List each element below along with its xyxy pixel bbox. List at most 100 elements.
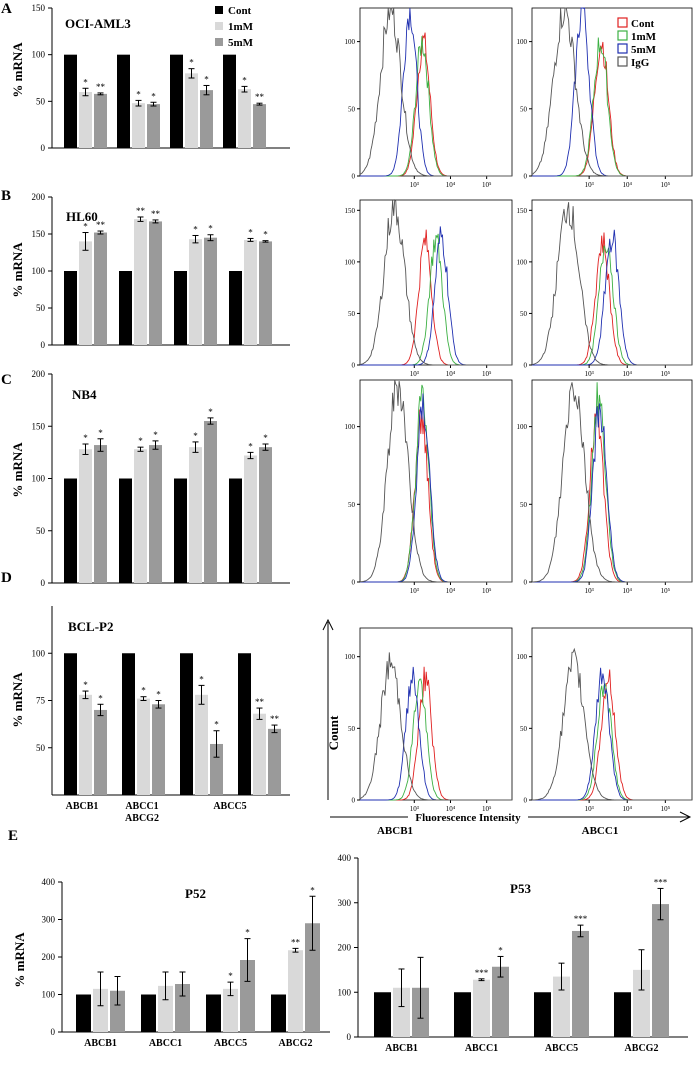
bar-cont-abcb1 [64,271,77,345]
category-label: ABCC1 [149,1038,182,1049]
significance-mark: * [98,693,103,703]
histogram-5mm [532,229,692,366]
y-tick-label: 0 [352,579,356,587]
plot-frame [531,7,693,177]
significance-mark: ** [255,697,265,707]
histogram-cont [360,666,512,801]
significance-mark: * [248,441,253,451]
flow-x-arrowhead [679,811,692,823]
y-tick-label: 0 [347,1032,352,1042]
legend-label-cont: Cont [228,5,252,17]
plot-frame [359,379,513,583]
histogram-igg [531,202,692,366]
bar-5mm-abcc5 [268,728,281,795]
bar-cont-abcc1 [122,653,135,795]
x-tick-label: 10⁵ [661,370,671,378]
significance-mark: * [153,430,158,440]
chart-c: 0 50 100 150 200 NB4 % mRNA * * * * * * * * [10,369,290,588]
x-tick-label: 10³ [410,181,419,189]
y-tick-label: 100 [32,266,46,276]
plot-frame [531,627,693,801]
x-tick-label: 10³ [585,805,594,813]
bar-1mm-abcc1 [473,979,490,1037]
significance-mark: * [263,230,268,240]
x-tick-label: 10⁵ [482,587,492,595]
panel-label-d: D [1,570,12,586]
y-tick-label: 100 [345,258,356,266]
y-tick-label: 0 [524,362,528,370]
y-axis-label: % mRNA [10,42,25,98]
histogram-1mm [360,678,512,801]
bar-1mm-abcg2 [195,694,208,795]
x-tick-label: 10⁴ [623,587,633,595]
bar-5mm-abcc5 [240,960,255,1032]
y-tick-label: 100 [345,653,356,661]
category-label: ABCG2 [625,1043,659,1054]
x-tick-label: 10⁵ [661,181,671,189]
bar-cont-abcc5 [223,54,236,148]
y-tick-label: 100 [338,987,352,997]
y-tick-label: 50 [348,310,356,318]
y-tick-label: 200 [32,192,46,202]
flow-count-arrowhead [322,618,334,631]
bar-5mm-abcc1 [492,966,509,1037]
significance-mark: * [141,686,146,696]
bar-cont-abcb1 [76,994,91,1032]
significance-mark: * [199,674,204,684]
x-tick-label: 10³ [410,587,419,595]
flow-histograms: 0 50 100 10³ 10⁴ 10⁵ 0 50 100 10³ 10⁴ 10⁵ 0 50 100 150 1… [345,7,693,813]
bar-1mm-abcc5 [253,713,266,795]
significance-mark: *** [654,877,668,887]
category-label: ABCB1 [385,1043,418,1054]
flow-marker-abcb1: ABCB1 [377,825,413,837]
bar-5mm-abcg2 [204,237,217,345]
significance-mark: * [204,74,209,84]
bar-cont-abcb1 [64,54,77,148]
bar-5mm-abcg2 [652,904,669,1037]
bar-1mm-abcc5 [223,988,238,1032]
significance-mark: * [83,433,88,443]
y-tick-label: 0 [41,143,46,153]
plot-frame [359,7,513,177]
y-tick-label: 100 [517,258,528,266]
x-tick-label: 10³ [410,370,419,378]
x-tick-label: 10⁴ [446,587,456,595]
legend-label-5mm: 5mM [228,37,254,49]
histogram-cont [532,232,692,366]
y-tick-label: 300 [338,898,352,908]
y-tick-label: 150 [517,207,528,215]
histogram-igg [531,7,692,177]
bar-5mm-abcg2 [305,923,320,1032]
significance-mark: ** [96,82,106,92]
histogram-5mm [532,7,692,177]
significance-mark: ** [255,92,265,102]
bar-5mm-abcc1 [149,445,162,583]
bar-5mm-abcg2 [200,90,213,148]
y-axis-label: % mRNA [10,672,25,728]
bar-1mm-abcb1 [79,92,92,148]
bar-cont-abcg2 [174,271,187,345]
y-tick-label: 100 [32,648,46,658]
y-tick-label: 100 [42,990,56,1000]
flow-xlabel-bg [408,811,528,825]
significance-mark: * [228,971,233,981]
significance-mark: * [263,433,268,443]
significance-mark: * [248,227,253,237]
significance-mark: * [151,91,156,101]
histogram-1mm [532,382,692,583]
x-tick-label: 10⁵ [482,805,492,813]
significance-mark: * [83,77,88,87]
y-tick-label: 50 [348,105,356,113]
significance-mark: *** [574,914,588,924]
category-label: ABCB1 [84,1038,117,1049]
chart-title: OCI-AML3 [65,16,131,31]
histogram-5mm [360,7,512,177]
bar-cont-abcc1 [119,478,132,583]
flow-legend-label-igg: IgG [631,57,650,69]
y-tick-label: 0 [41,578,46,588]
y-tick-label: 150 [345,207,356,215]
flow-b-abcc1: 0 50 100 150 10³ 10⁴ 10⁵ [517,199,693,378]
y-tick-label: 0 [524,579,528,587]
